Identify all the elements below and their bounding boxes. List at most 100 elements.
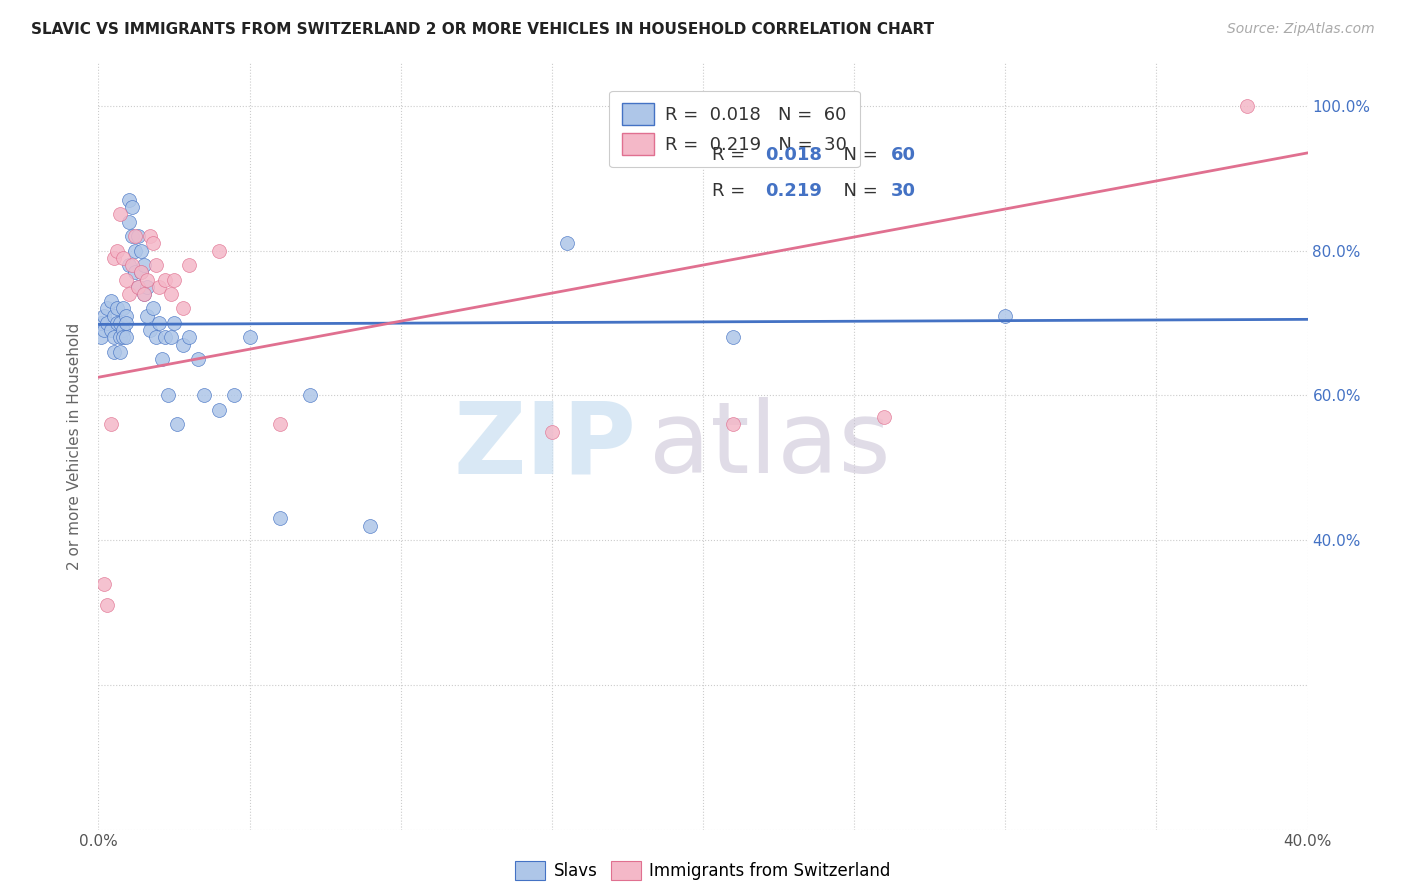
Point [360, 518, 382, 533]
Text: 30: 30 [890, 182, 915, 200]
Point [148, 280, 170, 294]
Point [108, 316, 131, 330]
Point [114, 330, 136, 344]
Point [127, 280, 149, 294]
Point [103, 330, 125, 344]
Point [127, 229, 149, 244]
Point [111, 301, 134, 316]
Point [166, 417, 188, 432]
Point [114, 316, 136, 330]
Point [114, 309, 136, 323]
Point [111, 330, 134, 344]
Point [156, 388, 179, 402]
Point [121, 229, 143, 244]
Point [129, 244, 152, 258]
Point [150, 352, 173, 367]
Point [111, 251, 134, 265]
Point [118, 214, 141, 228]
Text: R =: R = [711, 145, 751, 163]
Point [153, 272, 176, 286]
Point [111, 323, 134, 337]
Point [124, 229, 146, 244]
Point [160, 330, 183, 344]
Point [103, 309, 125, 323]
Point [127, 280, 149, 294]
Text: 0.219: 0.219 [765, 182, 823, 200]
Point [100, 417, 122, 432]
Point [129, 265, 152, 279]
Point [142, 301, 165, 316]
Point [1236, 99, 1258, 113]
Point [96, 316, 118, 330]
Text: 0.018: 0.018 [765, 145, 823, 163]
Point [163, 316, 186, 330]
Point [90, 330, 112, 344]
Point [93, 576, 115, 591]
Point [208, 402, 231, 417]
Text: 60: 60 [890, 145, 915, 163]
Point [108, 330, 131, 344]
Point [723, 417, 745, 432]
Point [100, 323, 122, 337]
Point [269, 511, 291, 525]
Text: N =: N = [831, 145, 883, 163]
Point [100, 294, 122, 309]
Point [132, 287, 155, 301]
Point [239, 330, 262, 344]
Point [93, 323, 115, 337]
Point [208, 244, 231, 258]
Point [148, 316, 170, 330]
Point [269, 417, 291, 432]
Point [163, 272, 186, 286]
Point [124, 265, 146, 279]
Text: ZIP: ZIP [454, 398, 637, 494]
Text: SLAVIC VS IMMIGRANTS FROM SWITZERLAND 2 OR MORE VEHICLES IN HOUSEHOLD CORRELATIO: SLAVIC VS IMMIGRANTS FROM SWITZERLAND 2 … [31, 22, 934, 37]
Point [129, 265, 152, 279]
Legend: R =  0.018   N =  60, R =  0.219   N =  30: R = 0.018 N = 60, R = 0.219 N = 30 [609, 91, 859, 167]
Point [118, 258, 141, 272]
Point [135, 272, 157, 286]
Point [540, 425, 562, 439]
Y-axis label: 2 or more Vehicles in Household: 2 or more Vehicles in Household [67, 322, 83, 570]
Point [114, 272, 136, 286]
Point [153, 330, 176, 344]
Point [105, 244, 128, 258]
Point [124, 244, 146, 258]
Point [873, 410, 896, 425]
Point [160, 287, 183, 301]
Point [132, 287, 155, 301]
Point [193, 388, 215, 402]
Point [132, 258, 155, 272]
Point [121, 258, 143, 272]
Point [96, 301, 118, 316]
Point [93, 309, 115, 323]
Point [299, 388, 322, 402]
Text: R =: R = [711, 182, 751, 200]
Text: atlas: atlas [648, 398, 890, 494]
Point [121, 200, 143, 214]
Point [96, 598, 118, 612]
Legend: Slavs, Immigrants from Switzerland: Slavs, Immigrants from Switzerland [509, 855, 897, 887]
Point [135, 309, 157, 323]
Point [108, 207, 131, 221]
Point [142, 236, 165, 251]
Point [224, 388, 246, 402]
Point [118, 193, 141, 207]
Point [135, 280, 157, 294]
Point [994, 309, 1017, 323]
Point [172, 301, 194, 316]
Text: Source: ZipAtlas.com: Source: ZipAtlas.com [1227, 22, 1375, 37]
Point [172, 337, 194, 351]
Point [179, 258, 201, 272]
Point [103, 345, 125, 359]
Point [108, 345, 131, 359]
Point [105, 316, 128, 330]
Point [187, 352, 209, 367]
Point [723, 330, 745, 344]
Point [145, 258, 167, 272]
Point [555, 236, 578, 251]
Point [139, 323, 162, 337]
Point [105, 301, 128, 316]
Point [118, 287, 141, 301]
Point [145, 330, 167, 344]
